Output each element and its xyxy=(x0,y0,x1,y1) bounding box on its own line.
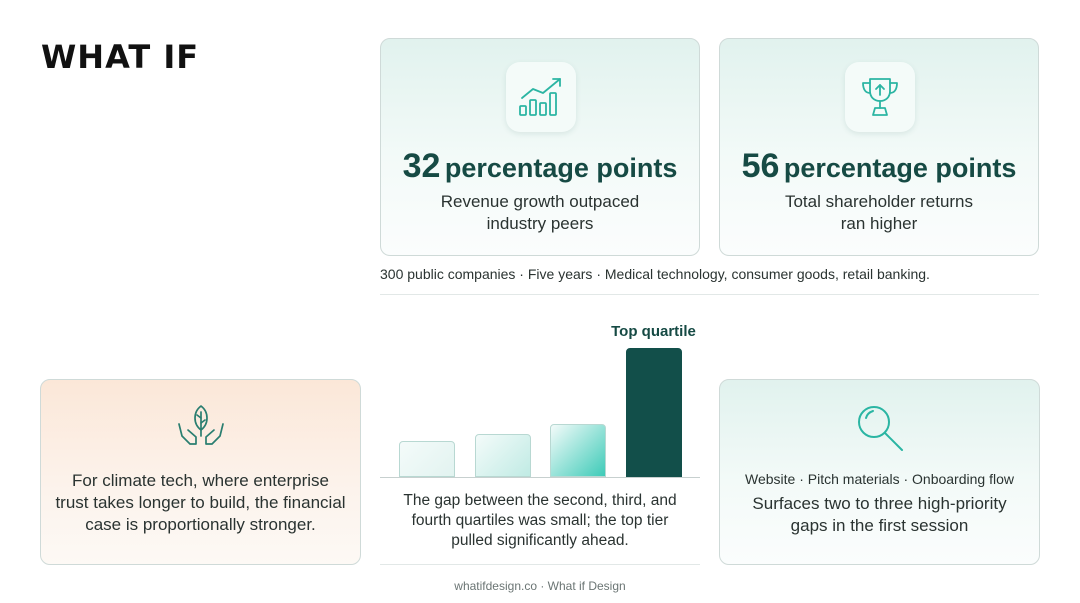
stat-headline: 32 percentage points xyxy=(381,147,699,186)
quartile-bar-3 xyxy=(550,424,606,477)
audit-tags: Website · Pitch materials · Onboarding f… xyxy=(745,471,1014,487)
quartile-bar-4 xyxy=(625,348,682,477)
audit-description-line: Surfaces two to three high-priority xyxy=(752,494,1007,513)
chart-divider xyxy=(380,564,700,565)
trophy-icon xyxy=(862,78,898,116)
stat-icon-container xyxy=(506,62,576,132)
plant-hands-icon xyxy=(178,405,224,445)
stat-unit: percentage points xyxy=(444,153,678,183)
stat-description-line: industry peers xyxy=(486,214,594,233)
chart-caption: The gap between the second, third, and f… xyxy=(380,491,700,551)
stat-number: 32 xyxy=(402,147,441,185)
quartile-bar-2 xyxy=(474,434,531,477)
climate-card: For climate tech, where enterprise trust… xyxy=(40,379,361,565)
stat-description: Revenue growth outpaced industry peers xyxy=(401,191,679,235)
footer: whatifdesign.co · What if Design xyxy=(454,579,626,593)
climate-text-line: trust takes longer to build, the financi… xyxy=(55,493,346,512)
quartile-chart: Top quartile The gap between the second,… xyxy=(380,318,700,568)
stat-headline: 56 percentage points xyxy=(720,147,1038,186)
chart-baseline xyxy=(380,477,700,478)
divider xyxy=(380,294,1039,295)
growth-chart-icon xyxy=(519,78,561,116)
stat-card-revenue: 32 percentage points Revenue growth outp… xyxy=(380,38,700,256)
audit-description-line: gaps in the first session xyxy=(790,516,969,535)
chart-caption-line: pulled significantly ahead. xyxy=(451,532,629,549)
climate-text: For climate tech, where enterprise trust… xyxy=(55,470,346,536)
study-caption: 300 public companies · Five years · Medi… xyxy=(380,266,930,282)
stat-description: Total shareholder returns ran higher xyxy=(740,191,1018,235)
stat-description-line: Total shareholder returns xyxy=(784,192,974,211)
climate-text-line: For climate tech, where enterprise xyxy=(72,471,329,490)
stat-card-shareholder: 56 percentage points Total shareholder r… xyxy=(719,38,1039,256)
chart-caption-line: The gap between the second, third, and xyxy=(403,492,677,509)
stat-unit: percentage points xyxy=(783,153,1017,183)
climate-text-line: case is proportionally stronger. xyxy=(85,515,316,534)
stat-description-line: ran higher xyxy=(840,214,918,233)
brand-logo: WHAT IF xyxy=(41,38,200,76)
audit-description: Surfaces two to three high-priority gaps… xyxy=(734,493,1025,537)
chart-caption-line: fourth quartiles was small; the top tier xyxy=(411,512,669,529)
audit-card: Website · Pitch materials · Onboarding f… xyxy=(719,379,1040,565)
magnifier-icon xyxy=(858,406,903,451)
stat-icon-container xyxy=(845,62,915,132)
quartile-bar-1 xyxy=(399,441,455,477)
stat-description-line: Revenue growth outpaced xyxy=(440,192,640,211)
stat-number: 56 xyxy=(741,147,780,185)
top-quartile-label: Top quartile xyxy=(611,323,696,340)
